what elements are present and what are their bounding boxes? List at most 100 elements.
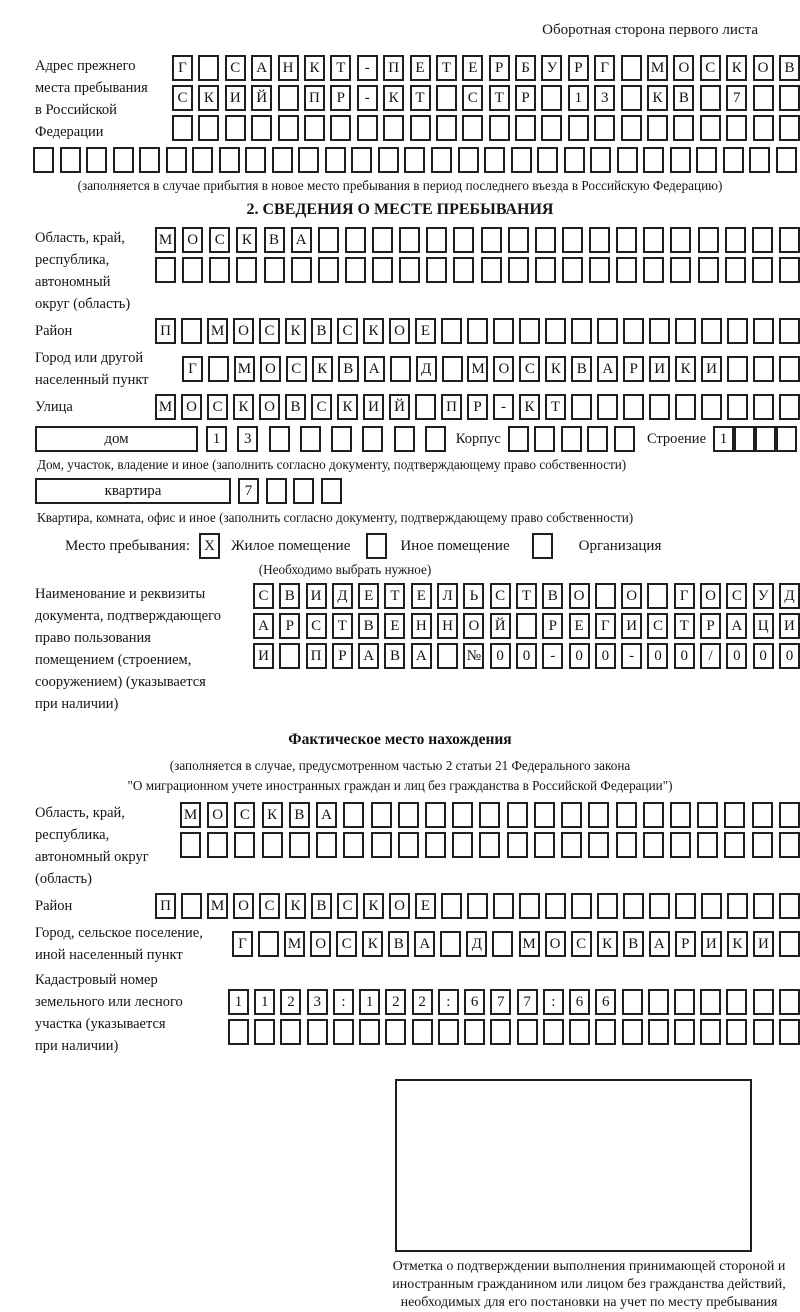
char-cell (675, 318, 696, 344)
char-cell (623, 394, 644, 420)
char-cell (700, 1019, 722, 1045)
char-cell (493, 893, 514, 919)
char-cell (393, 426, 415, 452)
char-cell: Т (488, 85, 510, 111)
fact-oblast-block: Область, край, республика, автономный ок… (0, 802, 800, 890)
char-cell: Г (673, 583, 695, 609)
char-cell: С (726, 583, 748, 609)
char-cell (515, 613, 537, 639)
char-cell (778, 257, 800, 283)
char-cell: В (384, 643, 406, 669)
char-cell: О (182, 227, 204, 253)
char-cell: С (336, 931, 358, 957)
char-cell (506, 832, 528, 858)
char-cell (595, 1019, 617, 1045)
char-cell (587, 426, 609, 452)
char-cell (424, 832, 446, 858)
char-grid-overflow (33, 147, 797, 173)
char-cell: Й (251, 85, 273, 111)
char-cell: И (700, 931, 722, 957)
char-cell: С (253, 583, 274, 609)
char-cell: О (389, 318, 410, 344)
char-cell: С (224, 55, 246, 81)
char-grid (507, 426, 635, 452)
char-cell (440, 931, 462, 957)
char-grid (155, 257, 800, 283)
char-cell: Т (673, 613, 695, 639)
char-cell (696, 147, 718, 173)
char-cell (290, 257, 312, 283)
char-cell: О (463, 613, 485, 639)
char-cell (399, 257, 421, 283)
char-cell: О (233, 318, 254, 344)
char-cell (643, 227, 665, 253)
char-cell (430, 147, 452, 173)
char-cell (288, 832, 310, 858)
char-cell: 2 (385, 989, 407, 1015)
char-cell: Е (409, 55, 431, 81)
char-cell: С (209, 227, 231, 253)
char-cell: И (752, 931, 774, 957)
char-cell: Р (700, 613, 722, 639)
char-cell (344, 257, 366, 283)
korpus-label: Корпус (455, 431, 501, 447)
stroenie-label: Строение (646, 431, 706, 447)
char-cell (724, 802, 746, 828)
char-cell: С (172, 85, 193, 111)
char-cell: 7 (726, 85, 748, 111)
char-cell: - (493, 394, 514, 420)
char-cell: О (259, 356, 281, 382)
char-cell: К (303, 55, 325, 81)
char-cell: А (414, 931, 436, 957)
char-cell: С (311, 394, 332, 420)
char-cell (299, 426, 321, 452)
char-cell: Г (182, 356, 203, 382)
char-cell: 7 (238, 478, 259, 504)
char-cell: Е (358, 583, 380, 609)
char-cell (484, 147, 506, 173)
char-cell: С (259, 318, 280, 344)
char-cell (533, 802, 555, 828)
char-cell (441, 356, 463, 382)
char-cell (192, 147, 214, 173)
char-cell (541, 115, 563, 141)
char-cell (437, 643, 459, 669)
char-cell (594, 583, 616, 609)
kvartira-caption: Квартира, комната, офис и иное (заполнит… (37, 510, 634, 525)
char-cell (441, 318, 462, 344)
char-cell (372, 227, 393, 253)
char-cell: 1 (567, 85, 589, 111)
char-cell: К (363, 318, 384, 344)
char-cell (397, 832, 419, 858)
char-cell: О (621, 583, 643, 609)
fact-oblast-label: Область, край, республика, автономный ок… (35, 805, 149, 887)
char-cell (597, 394, 618, 420)
char-cell: Е (410, 583, 432, 609)
char-cell: В (778, 55, 800, 81)
char-cell: - (542, 643, 564, 669)
char-cell: 6 (595, 989, 617, 1015)
char-cell (697, 802, 719, 828)
char-cell (209, 257, 231, 283)
char-cell (752, 989, 774, 1015)
char-cell (669, 147, 691, 173)
char-cell (724, 832, 746, 858)
char-cell (613, 426, 635, 452)
char-cell (165, 147, 187, 173)
char-cell: Р (331, 643, 353, 669)
char-cell: К (362, 931, 384, 957)
char-cell (751, 227, 773, 253)
char-cell: 6 (464, 989, 486, 1015)
char-cell: П (441, 394, 462, 420)
char-grid (180, 832, 800, 858)
char-cell: 3 (306, 989, 328, 1015)
char-cell: 0 (647, 643, 669, 669)
char-cell: О (493, 356, 515, 382)
char-cell (752, 356, 774, 382)
char-cell (228, 1019, 249, 1045)
char-cell: В (571, 356, 593, 382)
char-cell (567, 115, 589, 141)
char-cell (265, 478, 287, 504)
